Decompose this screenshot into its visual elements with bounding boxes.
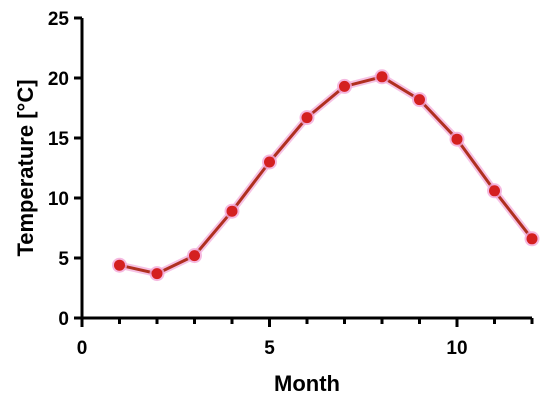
data-point xyxy=(226,205,238,217)
y-axis-title: Temperature [°C] xyxy=(13,79,38,256)
x-tick-label: 0 xyxy=(77,338,88,359)
data-point xyxy=(376,71,388,83)
data-point xyxy=(526,233,538,245)
y-tick-label: 0 xyxy=(58,309,69,330)
data-point xyxy=(451,133,463,145)
y-tick-label: 5 xyxy=(58,249,69,270)
series-layer xyxy=(112,69,540,282)
data-point xyxy=(301,112,313,124)
x-axis-title: Month xyxy=(274,371,340,396)
data-point xyxy=(339,80,350,92)
x-tick-label: 5 xyxy=(264,338,275,359)
y-tick-label: 25 xyxy=(48,9,70,30)
data-point xyxy=(114,259,125,271)
data-point xyxy=(151,268,163,280)
data-point xyxy=(489,185,500,197)
series-line-halo xyxy=(116,73,536,278)
data-point xyxy=(189,250,200,262)
data-point xyxy=(414,94,425,106)
data-point xyxy=(264,156,275,168)
x-tick-label: 10 xyxy=(446,338,467,359)
y-tick-label: 15 xyxy=(48,129,70,150)
y-tick-label: 10 xyxy=(48,189,69,210)
y-tick-label: 20 xyxy=(48,69,69,90)
axes: 0 5 10 15 20 25 0 5 10 xyxy=(48,9,534,359)
